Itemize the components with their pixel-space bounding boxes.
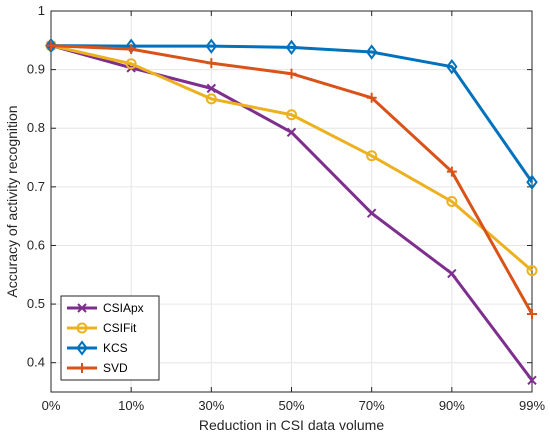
x-tick-label: 70% xyxy=(359,398,385,413)
x-tick-label: 30% xyxy=(198,398,224,413)
legend-item-kcs: KCS xyxy=(67,340,128,356)
axes: 0% 10% 30% 50% 70% 90% 99% 0.4 0.5 0.6 0.7 0.8 0.9 1 xyxy=(27,3,546,413)
legend-label-svd: SVD xyxy=(103,361,128,375)
data-point-svd xyxy=(366,92,377,103)
x-tick-label: 90% xyxy=(439,398,465,413)
series-line-csifit xyxy=(50,44,533,272)
plot-frame xyxy=(50,10,533,393)
x-axis-title: Reduction in CSI data volume xyxy=(199,417,384,433)
data-point-csifit xyxy=(366,150,378,162)
data-point-csifit xyxy=(205,93,217,105)
data-point-kcs xyxy=(446,59,458,75)
data-point-csifit xyxy=(286,109,297,121)
legend-item-csifit: CSIFit xyxy=(67,321,137,335)
legend-label-csifit: CSIFit xyxy=(103,321,137,335)
legend-marker-csifit xyxy=(76,322,88,334)
data-point-csiapx xyxy=(206,83,217,94)
y-tick-label: 0.4 xyxy=(27,355,45,370)
data-point-csiapx xyxy=(527,375,537,385)
data-point-csiapx xyxy=(286,127,297,138)
data-point-svd xyxy=(206,58,217,69)
data-point-kcs xyxy=(365,44,378,60)
legend-item-csiapx: CSIApx xyxy=(67,301,144,315)
data-point-kcs xyxy=(45,37,57,54)
data-point-kcs xyxy=(526,174,538,190)
data-point-kcs xyxy=(285,39,298,56)
y-tick-label: 0.8 xyxy=(27,120,45,135)
y-tick-label: 0.9 xyxy=(27,62,45,77)
legend-box xyxy=(60,295,160,381)
data-point-svd xyxy=(527,309,537,320)
x-tick-label: 99% xyxy=(519,398,545,413)
legend-item-svd: SVD xyxy=(67,361,128,375)
legend-label-kcs: KCS xyxy=(103,341,128,355)
y-tick-label: 0.7 xyxy=(27,179,45,194)
series-layer xyxy=(45,37,538,385)
x-tick-label: 10% xyxy=(118,398,144,413)
data-point-csiapx xyxy=(366,208,377,218)
data-point-csiapx xyxy=(447,268,457,279)
legend-label-csiapx: CSIApx xyxy=(103,301,144,315)
data-point-svd xyxy=(46,40,56,51)
data-point-svd xyxy=(446,166,457,177)
data-point-kcs xyxy=(205,38,218,54)
y-tick-label: 0.5 xyxy=(27,296,45,311)
legend-marker-csiapx xyxy=(77,303,87,313)
y-axis-title: Accuracy of activity recognition xyxy=(4,105,20,297)
x-tick-label: 50% xyxy=(278,398,304,413)
legend-marker-kcs xyxy=(76,340,88,356)
y-tick-label: 1 xyxy=(38,3,45,18)
data-point-csifit xyxy=(125,58,137,70)
series-csifit xyxy=(45,40,538,277)
data-point-csifit xyxy=(526,265,538,277)
data-point-svd xyxy=(126,44,137,55)
legend-marker-svd xyxy=(77,363,87,373)
series-svd xyxy=(46,40,537,320)
data-point-csifit xyxy=(446,196,458,207)
data-point-svd xyxy=(286,68,297,79)
x-tick-label: 0% xyxy=(42,398,61,413)
legend: CSIApx CSIFit KCS SVD xyxy=(60,295,160,381)
y-tick-label: 0.6 xyxy=(27,237,45,252)
